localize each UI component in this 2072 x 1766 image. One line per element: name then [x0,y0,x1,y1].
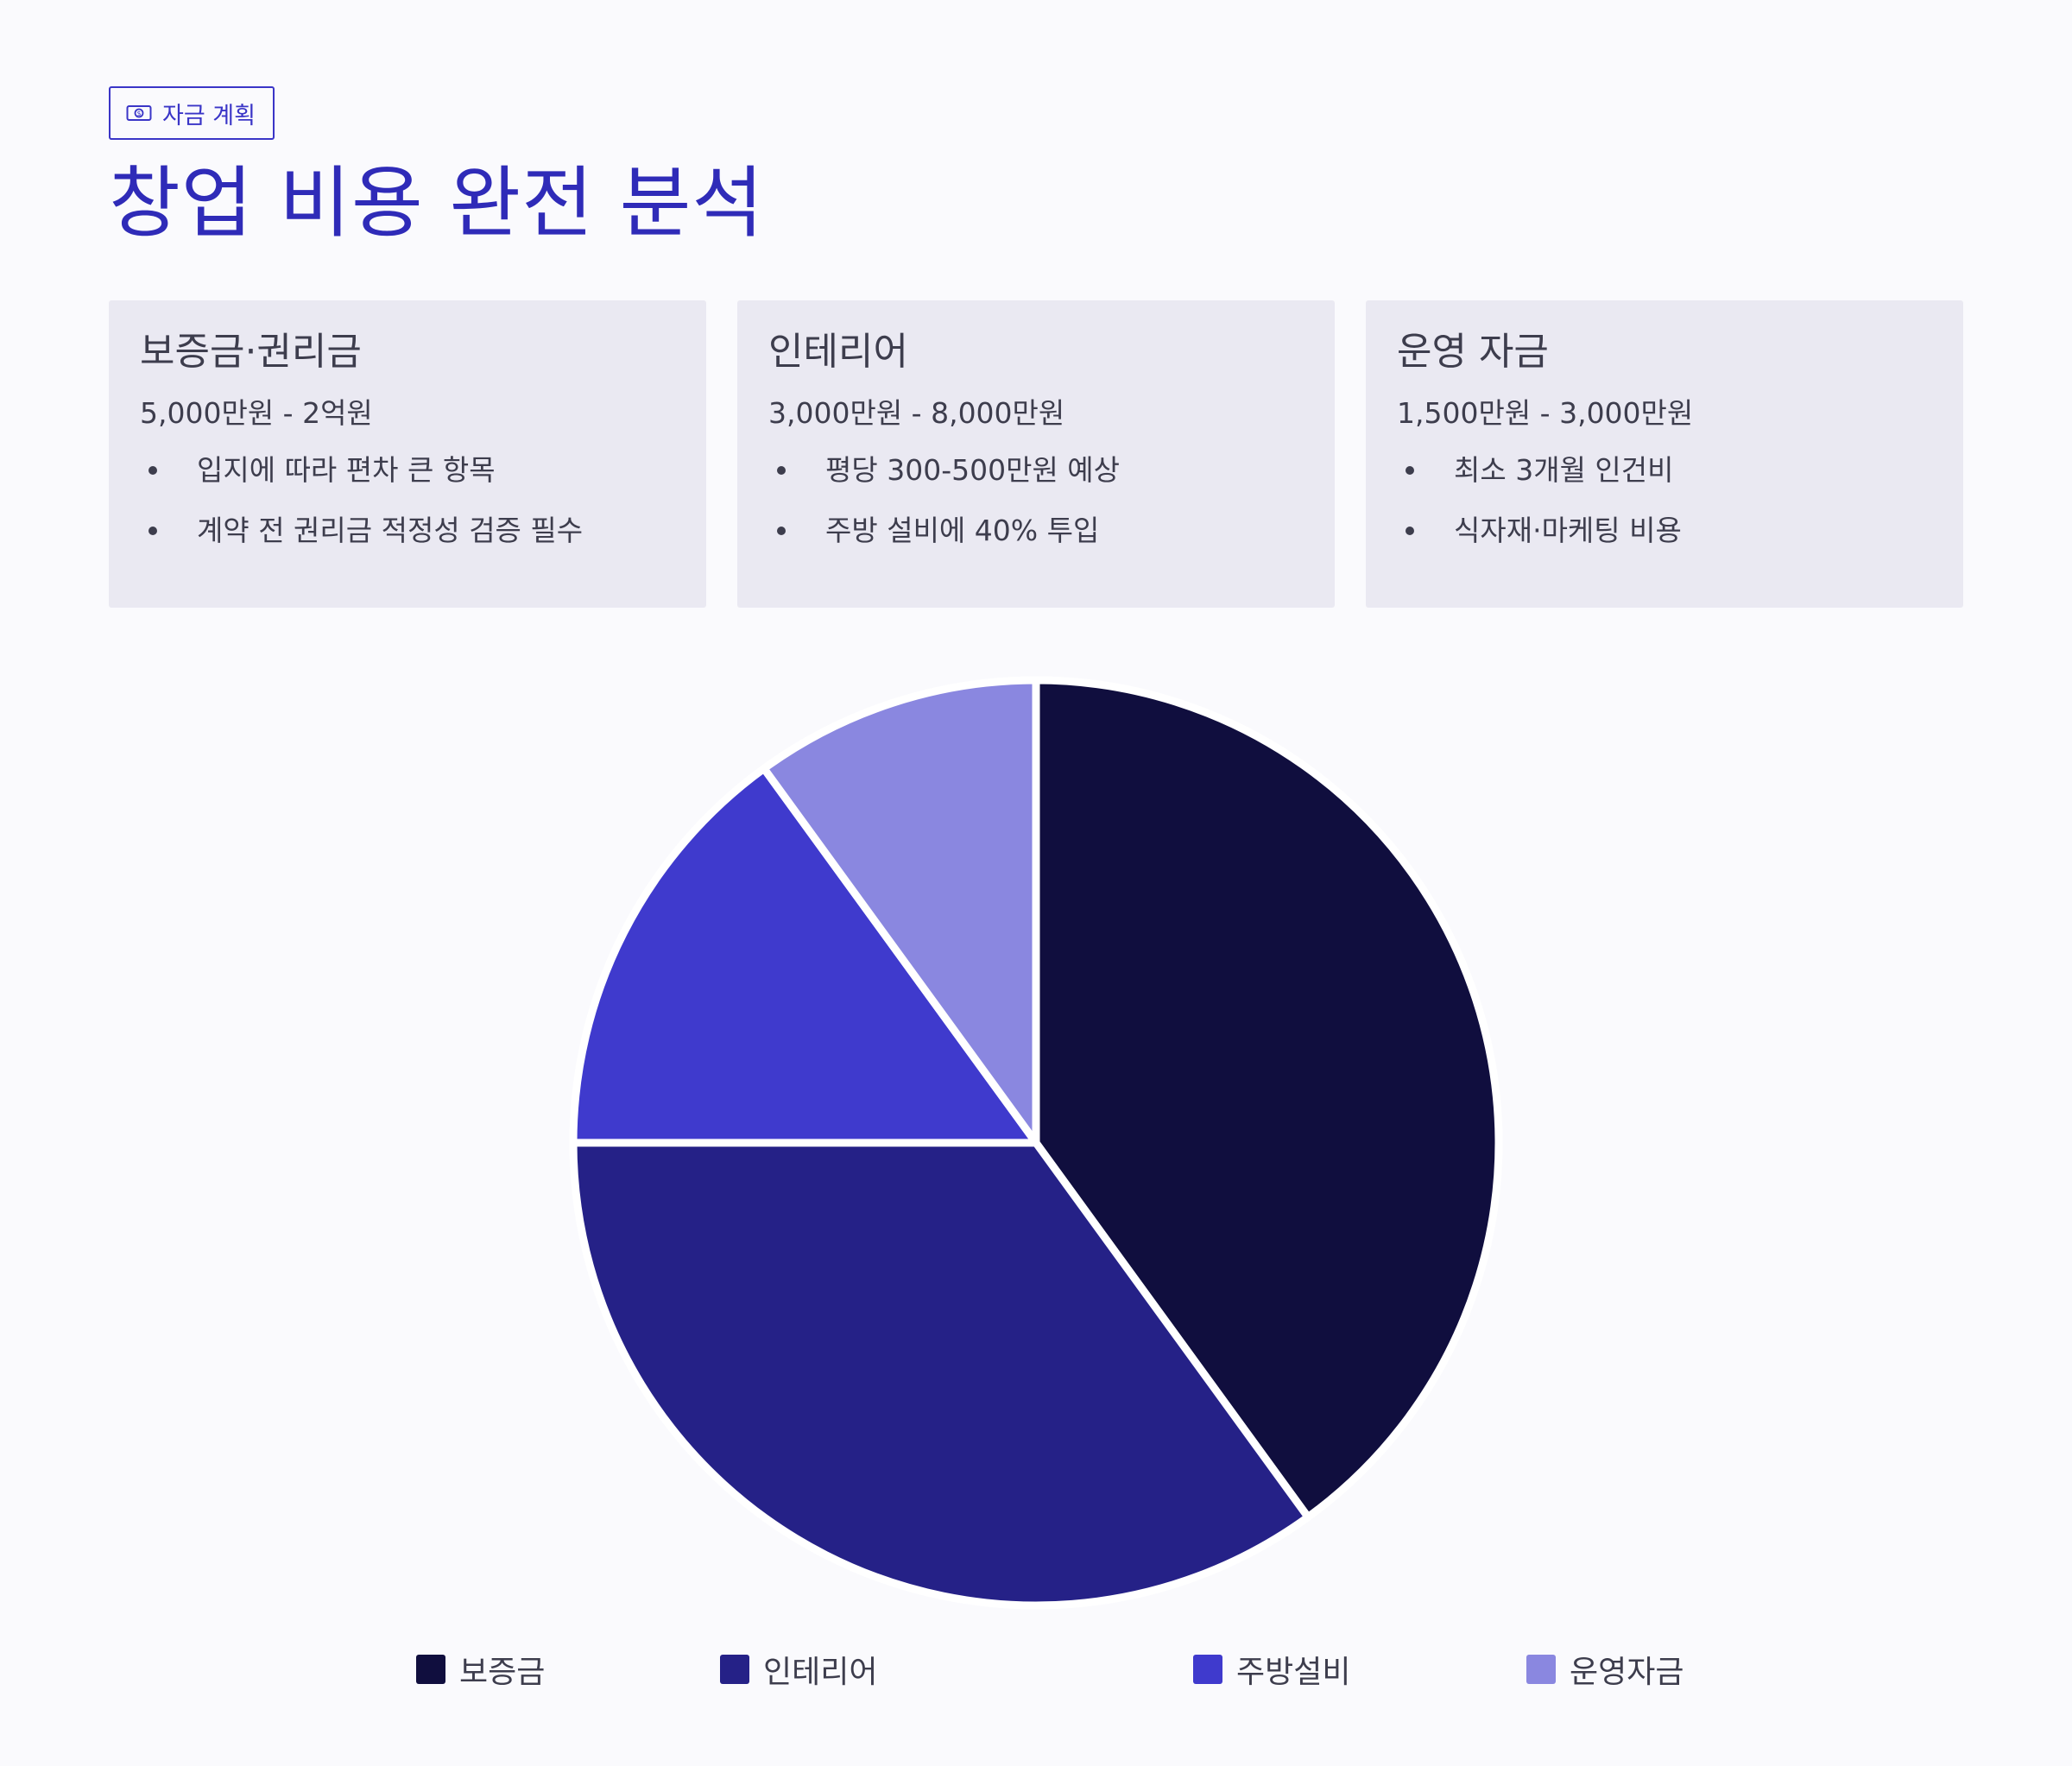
card-title: 인테리어 [768,330,908,374]
card-range: 1,500만원 - 3,000만원 [1397,396,1694,430]
point-text: 입지에 따라 편차 큰 항목 [197,453,496,487]
bullet-icon [148,527,157,535]
legend-label: 보증금 [459,1655,546,1690]
legend-label: 인테리어 [763,1655,878,1690]
bullet-icon [148,466,157,475]
cost-card-interior: 인테리어 3,000만원 - 8,000만원 평당 300-500만원 예상 주… [737,300,1335,608]
card-range: 3,000만원 - 8,000만원 [768,396,1065,430]
pie-slice-deposit [1032,676,1503,1522]
card-range: 5,000만원 - 2억원 [140,396,373,430]
cost-card-deposit: 보증금·권리금 5,000만원 - 2억원 입지에 따라 편차 큰 항목 계약 … [109,300,706,608]
list-item: 평당 300-500만원 예상 [768,451,1304,490]
point-text: 계약 전 권리금 적정성 검증 필수 [197,514,584,547]
card-title: 운영 자금 [1397,330,1549,374]
list-item: 식자재·마케팅 비용 [1397,511,1932,551]
page-title: 창업 비용 완전 분석 [109,158,765,249]
point-text: 식자재·마케팅 비용 [1454,514,1682,547]
legend-label: 운영자금 [1570,1655,1684,1690]
bullet-icon [1406,527,1414,535]
cost-card-operating: 운영 자금 1,500만원 - 3,000만원 최소 3개월 인건비 식자재·마… [1366,300,1963,608]
bullet-icon [1406,466,1414,475]
legend-item-operating: 운영자금 [1526,1647,1684,1692]
legend-item-interior: 인테리어 [720,1647,877,1692]
bullet-icon [777,527,786,535]
point-text: 평당 300-500만원 예상 [825,453,1121,487]
section-badge: $ 자금 계획 [109,86,275,140]
cost-cards: 보증금·권리금 5,000만원 - 2억원 입지에 따라 편차 큰 항목 계약 … [109,300,1963,608]
badge-label: 자금 계획 [162,102,256,129]
pie-slice-operating [760,676,1040,1147]
list-item: 주방 설비에 40% 투입 [768,511,1304,551]
list-item: 최소 3개월 인건비 [1397,451,1932,490]
legend-item-deposit: 보증금 [416,1647,545,1692]
point-text: 주방 설비에 40% 투입 [825,514,1100,547]
list-item: 입지에 따라 편차 큰 항목 [140,451,675,490]
list-item: 계약 전 권리금 적정성 검증 필수 [140,511,675,551]
legend-swatch [416,1655,445,1684]
legend-swatch [720,1655,749,1684]
bullet-icon [777,466,786,475]
card-points: 입지에 따라 편차 큰 항목 계약 전 권리금 적정성 검증 필수 [140,451,675,551]
card-title: 보증금·권리금 [140,330,362,374]
card-points: 최소 3개월 인건비 식자재·마케팅 비용 [1397,451,1932,551]
svg-text:$: $ [136,110,141,117]
legend-swatch [1193,1655,1222,1684]
pie-slice-interior [569,1138,1312,1610]
legend-label: 주방설비 [1236,1655,1351,1690]
point-text: 최소 3개월 인건비 [1454,453,1674,487]
legend-item-kitchen: 주방설비 [1193,1647,1350,1692]
card-points: 평당 300-500만원 예상 주방 설비에 40% 투입 [768,451,1304,551]
legend-swatch [1526,1655,1556,1684]
money-bill-icon: $ [126,104,152,122]
pie-slice-kitchen [569,764,1040,1147]
